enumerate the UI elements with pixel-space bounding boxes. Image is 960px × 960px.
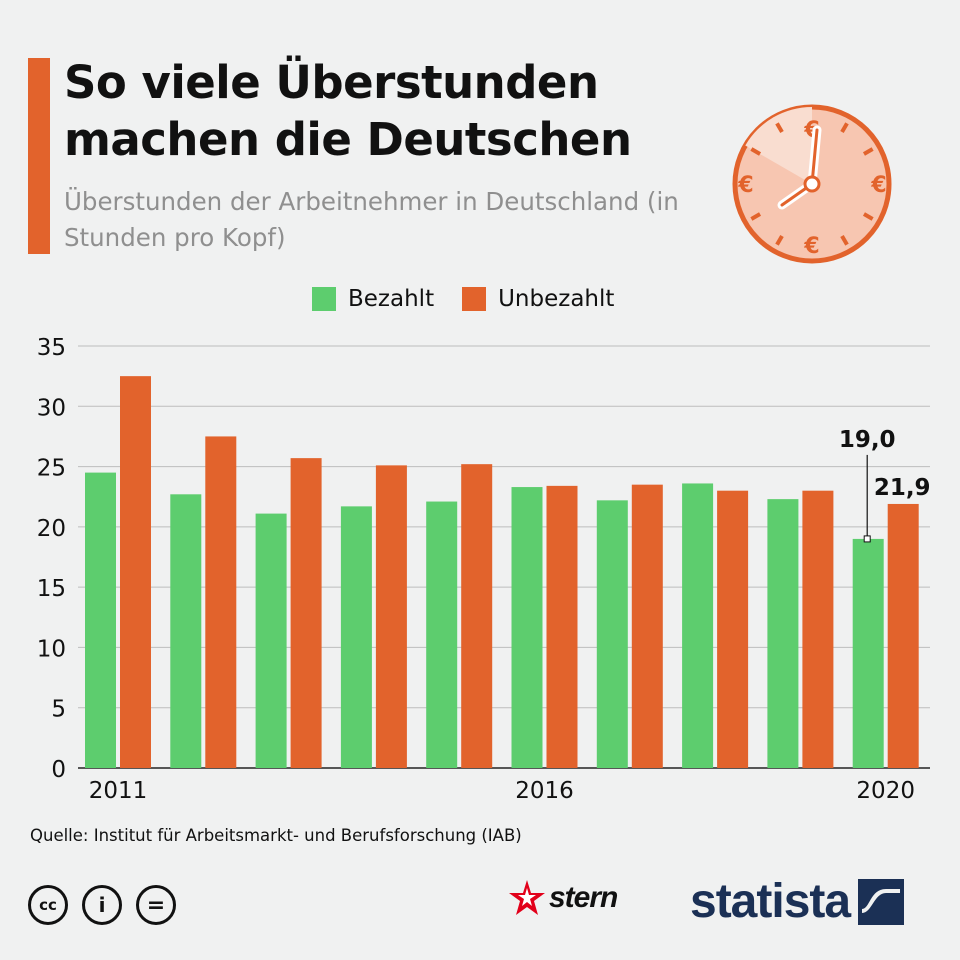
clock-tick (750, 147, 762, 156)
statista-logo[interactable]: statista (690, 872, 905, 932)
clock-center (803, 175, 821, 193)
license-icons: cc i = (28, 885, 176, 925)
bar-bezahlt-2020 (852, 538, 884, 768)
legend-item-bezahlt: Bezahlt (312, 286, 434, 312)
bar-chart: 0 5 10 15 20 25 30 35 2011 2016 2020 19,0 21,9 (37, 335, 931, 804)
bar-unbezahlt-2017 (631, 484, 663, 768)
y-tick-label: 20 (37, 516, 66, 542)
clock-tick (775, 234, 784, 246)
stern-star-icon (509, 880, 545, 915)
attribution-icon[interactable]: i (82, 885, 122, 925)
chart-x-axis: 2011 2016 2020 (89, 778, 915, 804)
title-accent-bar (28, 58, 50, 254)
bar-unbezahlt-2016 (546, 485, 578, 768)
attribution-icon-text: i (98, 893, 106, 917)
y-tick-label: 0 (51, 757, 66, 783)
no-derivatives-icon[interactable]: = (136, 885, 176, 925)
bar-unbezahlt-2012 (205, 436, 237, 768)
bar-bezahlt-2019 (767, 499, 799, 768)
y-tick-label: 25 (37, 456, 66, 482)
bar-bezahlt-2017 (596, 500, 628, 768)
no-derivatives-icon-text: = (146, 892, 166, 918)
clock-euro-left: € (737, 173, 753, 198)
bar-unbezahlt-2014 (375, 465, 407, 768)
cc-icon[interactable]: cc (28, 885, 68, 925)
data-label-unbezahlt-2020: 21,9 (874, 475, 931, 501)
bar-bezahlt-2012 (170, 494, 202, 768)
legend-label-bezahlt: Bezahlt (348, 286, 435, 312)
y-tick-label: 5 (51, 697, 66, 723)
stern-logo-text: stern (549, 881, 618, 914)
legend-label-unbezahlt: Unbezahlt (498, 286, 615, 312)
bar-bezahlt-2016 (511, 487, 543, 768)
legend-item-unbezahlt: Unbezahlt (462, 286, 614, 312)
bar-bezahlt-2014 (340, 506, 372, 768)
bar-unbezahlt-2013 (290, 458, 322, 768)
x-tick-label: 2016 (515, 778, 574, 804)
clock-highlight-sector (745, 107, 812, 184)
chart-bars (85, 376, 919, 768)
bar-bezahlt-2015 (426, 501, 458, 768)
clock-ticks (750, 122, 874, 246)
y-tick-label: 30 (37, 395, 66, 421)
y-tick-label: 10 (37, 636, 66, 662)
page-title: So viele Überstunden machen die Deutsche… (64, 56, 632, 166)
bar-unbezahlt-2015 (461, 464, 493, 768)
bar-bezahlt-2011 (85, 472, 116, 768)
x-tick-label: 2011 (89, 778, 148, 804)
subtitle: Überstunden der Arbeitnehmer in Deutschl… (64, 187, 679, 252)
cc-icon-text: cc (39, 896, 57, 914)
bar-unbezahlt-2011 (120, 376, 151, 768)
bar-unbezahlt-2018 (717, 490, 749, 768)
legend-swatch-bezahlt (312, 287, 336, 311)
chart-y-axis: 0 5 10 15 20 25 30 35 (37, 335, 66, 783)
stern-logo[interactable]: stern (507, 878, 618, 918)
clock-tick (862, 147, 874, 156)
bar-bezahlt-2018 (682, 483, 714, 768)
clock-tick (862, 212, 874, 221)
clock-tick (750, 212, 762, 221)
clock-euro-bottom: € (803, 234, 819, 259)
annotation-marker (863, 535, 871, 543)
bar-unbezahlt-2019 (802, 490, 834, 768)
data-label-bezahlt-2020: 19,0 (839, 427, 896, 453)
bar-bezahlt-2013 (255, 513, 287, 768)
clock-euro-right: € (870, 173, 886, 198)
y-tick-label: 15 (37, 576, 66, 602)
clock-tick (775, 122, 784, 134)
source-note: Quelle: Institut für Arbeitsmarkt- und B… (30, 826, 522, 845)
y-tick-label: 35 (37, 335, 66, 361)
clock-euro-icon: € € € € (732, 104, 892, 264)
bar-unbezahlt-2020 (887, 503, 919, 768)
statista-logo-text: statista (690, 875, 851, 928)
chart-annotations: 19,0 21,9 (839, 427, 931, 543)
clock-tick (840, 234, 849, 246)
clock-minute-hand-inner (810, 128, 819, 186)
clock-tick (840, 122, 849, 134)
x-tick-label: 2020 (856, 778, 915, 804)
statista-mark-icon (858, 879, 905, 925)
chart-legend: Bezahlt Unbezahlt (312, 282, 614, 316)
legend-swatch-unbezahlt (462, 287, 487, 311)
